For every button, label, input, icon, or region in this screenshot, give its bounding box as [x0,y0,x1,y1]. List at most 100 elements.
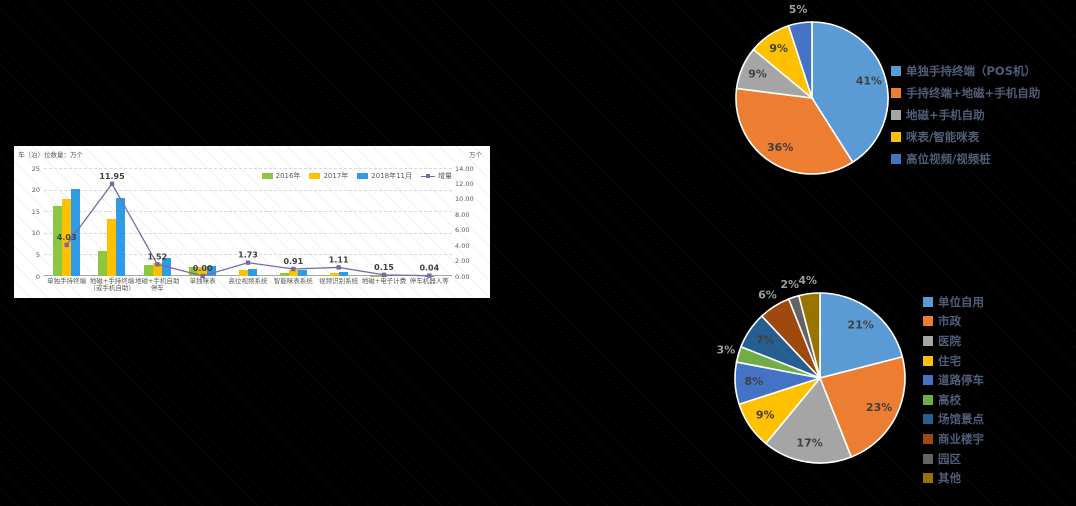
legend-label: 2018年11月 [371,172,412,180]
legend-label: 场馆景点 [938,412,984,427]
x-category-label: 地磁+手机自助停车 [135,277,180,293]
bar-2017年 [329,272,339,276]
gridline [44,211,452,213]
line-marker [291,266,296,272]
pie-percent-label: 3% [717,344,736,357]
line-marker [381,272,387,278]
legend-swatch [309,173,321,179]
x-category-label: 地磁+电子计费 [361,277,407,285]
x-category-label: 高位视频系统 [228,277,268,285]
legend-label: 商业楼宇 [938,431,984,446]
legend-label: 市政 [938,314,961,329]
pie-percent-label: 9% [769,42,788,55]
bar-2017年 [238,270,248,276]
gridline [44,189,452,191]
legend-item: 2017年 [309,171,348,181]
legend-label: 手持终端+地磁+手机自助 [906,86,1041,100]
legend-label: 单独手持终端（POS机） [906,64,1036,78]
legend-label: 住宅 [938,353,961,368]
legend-item: 2018年11月 [357,171,412,181]
legend-item: 高校 [923,390,984,410]
legend-swatch [891,110,901,120]
bar-2016年 [189,266,199,276]
legend-swatch [357,173,369,179]
legend-swatch [923,316,933,327]
pie-percent-label: 5% [789,3,808,16]
y2-tick-label: 8.00 [455,210,470,219]
line-value-label: 0.15 [374,263,394,272]
legend-item: 商业楼宇 [923,429,984,449]
legend-label: 道路停车 [938,373,984,388]
legend-swatch [891,88,901,98]
bar-y-axis-title: 车（泊）位数量：万个 [18,151,83,159]
x-category-label: 停车机器人等 [409,277,449,285]
legend-item: 地磁+手机自助 [891,104,1040,126]
bar-group [225,168,270,276]
legend-label: 高校 [938,392,961,407]
legend-item: 单位自用 [923,292,984,312]
y2-tick-label: 0.00 [455,272,470,281]
bar-2017年 [198,266,208,276]
y-tick-label: 15 [31,207,40,216]
x-category-label: 单独手持终端 [47,277,87,285]
legend-swatch [891,154,901,164]
bar-plot-area: 4.03 11.95 1.52 0.00 1.73 0.91 1.11 0.15 0.04 [44,168,452,279]
legend-label: 其他 [938,471,961,486]
bar-2016年 [143,265,153,276]
gridline [44,254,452,256]
y2-tick-label: 10.00 [455,195,474,204]
legend-item: 高位视频/视频桩 [891,148,1040,170]
pie-percent-label: 6% [758,288,777,301]
y2-tick-label: 4.00 [455,241,470,250]
bar-group [180,168,225,276]
tech-mode-pie-chart: 41% 36% 9%9% 5% [735,3,889,175]
bar-2017年 [152,262,162,276]
pie-percent-label: 17% [796,437,822,450]
legend-item: 其他 [923,468,984,488]
line-marker [200,273,205,279]
legend-item: 道路停车 [923,370,984,390]
y-tick-label: 25 [31,164,40,173]
bar-2018年11月 [338,271,348,276]
bar-2018年11月 [297,269,307,276]
legend-item: 市政 [923,312,984,332]
line-marker [155,262,160,267]
pie-percent-label: 4% [798,274,817,287]
legend-item: 场馆景点 [923,410,984,430]
legend-swatch [923,473,933,484]
legend-item: 单独手持终端（POS机） [891,60,1040,82]
usage-type-pie-legend: 单位自用 市政 医院 住宅 道路停车 高校 场馆景点 商业楼宇 园区 其他 [923,292,984,488]
pie-percent-label: 9% [756,408,775,421]
line-marker [245,260,251,265]
pie-slice [818,355,906,459]
bar-2017年 [107,219,117,276]
line-marker [64,242,69,248]
bar-group [271,168,316,276]
legend-item: 2016年 [261,171,300,181]
bar-2016年 [53,205,63,276]
increment-line-series: 4.03 11.95 1.52 0.00 1.73 0.91 1.11 0.15 0.04 [57,172,440,279]
legend-line-marker [426,174,430,178]
y-tick-label: 20 [31,186,40,195]
legend-item: 增量 [421,171,452,181]
y-tick-label: 10 [31,229,40,238]
line-value-label: 1.11 [329,255,349,264]
bar-group [316,168,361,276]
bar-2017年 [288,269,298,276]
legend-label: 园区 [938,451,961,466]
legend-line-swatch [421,173,435,179]
legend-item: 手持终端+地磁+手机自助 [891,82,1040,104]
pie-percent-label: 23% [866,401,892,414]
bar-line-chart-panel: 车（泊）位数量：万个 万个 0 5 10 15 20 25 0.00 2.00 4.00 6.0… [14,146,490,298]
legend-label: 地磁+手机自助 [906,108,985,122]
legend-swatch [923,296,933,307]
usage-type-pie-chart: 21% 23% 17% 9% 8% 3% 7% 6%2% 4% [717,274,906,464]
legend-item: 住宅 [923,351,984,371]
tech-mode-pie-legend: 单独手持终端（POS机） 手持终端+地磁+手机自助 地磁+手机自助 咪表/智能咪表 高位… [891,60,1040,170]
bar-chart-legend: 2016年 2017年 2018年11月 增量 [261,171,452,181]
legend-swatch [923,414,933,425]
legend-swatch [923,335,933,346]
line-marker [336,265,341,270]
y2-tick-label: 2.00 [455,257,470,266]
